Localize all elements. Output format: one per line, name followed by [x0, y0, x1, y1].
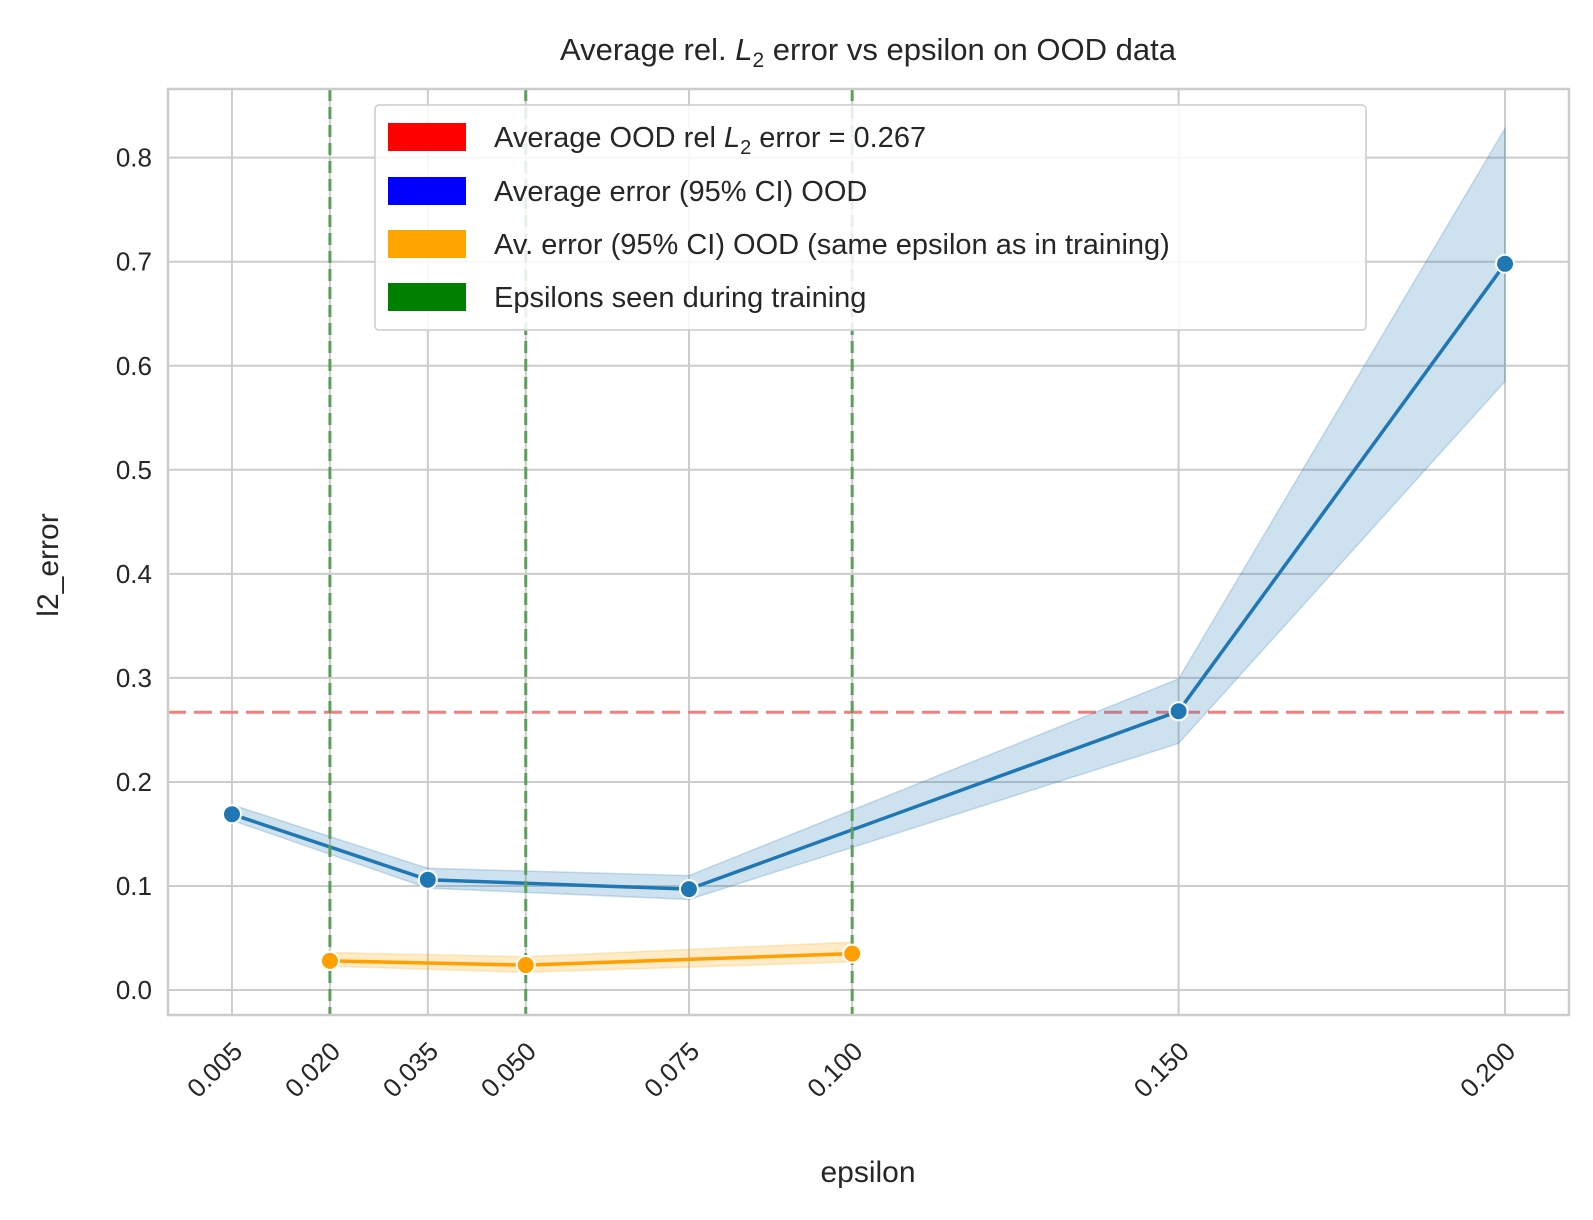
y-tick-labels: 0.0 0.1 0.2 0.3 0.4 0.5 0.6 0.7 0.8: [116, 143, 152, 1005]
data-point: [221, 804, 242, 825]
data-point: [515, 955, 536, 976]
data-point: [1168, 701, 1189, 722]
legend-label: Average OOD rel L2 error = 0.267: [494, 122, 926, 159]
chart-title-symbol: L: [735, 32, 752, 67]
plot-border: [166, 87, 1571, 1017]
legend-box: [374, 104, 1367, 331]
y-tick-label: 0.1: [116, 871, 152, 901]
legend-label: Average error (95% CI) OOD: [494, 176, 867, 208]
y-tick-label: 0.6: [116, 351, 152, 381]
legend-swatch: [388, 177, 466, 205]
data-point: [319, 950, 340, 971]
chart-title-rest: error vs epsilon on OOD data: [764, 32, 1177, 67]
legend-label-symbol: L: [724, 122, 740, 154]
legend-label-suffix: error = 0.267: [751, 122, 926, 154]
data-point: [1495, 253, 1516, 274]
legend-label-subscript: 2: [740, 137, 751, 159]
legend-entry: Average OOD rel L2 error = 0.267: [388, 122, 926, 159]
y-axis-label: l2_error: [32, 513, 65, 616]
series-points: [221, 253, 1516, 976]
legend-swatch: [388, 123, 466, 151]
legend-swatch: [388, 230, 466, 258]
chart-title-main: Average rel.: [560, 32, 735, 67]
legend-entry: Av. error (95% CI) OOD (same epsilon as …: [388, 229, 1170, 261]
y-tick-label: 0.5: [116, 455, 152, 485]
legend-swatch: [388, 283, 466, 311]
legend-label: Epsilons seen during training: [494, 282, 866, 314]
data-point: [842, 943, 863, 964]
y-tick-label: 0.2: [116, 767, 152, 797]
y-tick-label: 0.8: [116, 143, 152, 173]
chart-title: Average rel. L2 error vs epsilon on OOD …: [560, 32, 1177, 72]
y-tick-label: 0.0: [116, 975, 152, 1005]
y-tick-label: 0.4: [116, 559, 152, 589]
plot-frame: [166, 87, 1571, 1017]
legend-entry: Average error (95% CI) OOD: [388, 176, 867, 208]
data-point: [678, 879, 699, 900]
legend-label-text: Average OOD rel: [494, 122, 724, 154]
chart-title-subscript: 2: [752, 49, 764, 72]
data-point: [417, 869, 438, 890]
legend: Average OOD rel L2 error = 0.267 Average…: [374, 104, 1367, 331]
y-tick-label: 0.3: [116, 663, 152, 693]
x-axis-label: epsilon: [820, 1156, 915, 1189]
legend-entry: Epsilons seen during training: [388, 282, 866, 314]
legend-label: Av. error (95% CI) OOD (same epsilon as …: [494, 229, 1170, 261]
y-tick-label: 0.7: [116, 247, 152, 277]
